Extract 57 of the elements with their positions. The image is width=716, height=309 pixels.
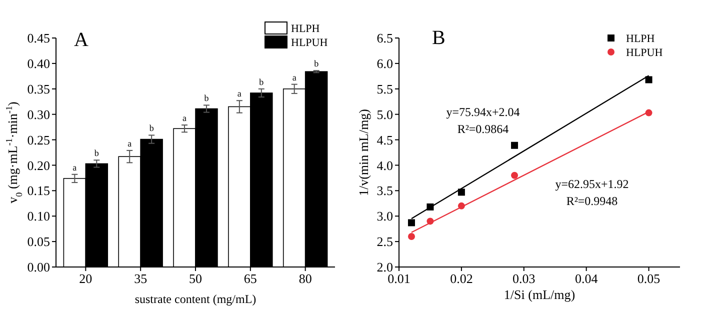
y-tick-label: 5.5 [376, 81, 393, 96]
annotation: a [128, 138, 132, 148]
y-tick-label: 0.05 [27, 234, 50, 250]
annotation: b [314, 58, 320, 69]
y-tick-label: 4.5 [376, 132, 393, 148]
legend-label: HLPH [291, 22, 320, 35]
x-tick-label: 50 [189, 271, 202, 286]
x-axis-title: sustrate content (mg/mL) [134, 292, 256, 306]
annotation: y=62.95x+1.92 [555, 177, 629, 191]
y-tick-label: 3.0 [376, 208, 393, 224]
legend-label: HLPUH [291, 36, 328, 49]
y-tick-label: 0.20 [27, 158, 50, 173]
annotation: a [292, 72, 296, 82]
chart-title: B [432, 27, 446, 49]
annotation: R²=0.9864 [457, 122, 509, 136]
y-tick-label: 5.0 [376, 106, 393, 122]
y-tick-label: 0.40 [27, 56, 50, 71]
point [458, 188, 465, 196]
x-tick-label: 20 [79, 271, 92, 286]
chart-title: A [74, 29, 89, 51]
y-tick-label: 6.5 [376, 30, 393, 46]
annotation: b [204, 93, 210, 104]
x-tick-label: 0.03 [512, 271, 536, 286]
annotation: b [259, 76, 264, 87]
y-tick-label: 0.45 [27, 30, 50, 46]
point [511, 172, 518, 179]
point [645, 76, 652, 84]
x-tick-label: 80 [298, 271, 312, 286]
y-axis-title: 1/v(min mL/mg) [356, 108, 371, 196]
x-tick-label: 0.02 [450, 271, 473, 286]
point [511, 142, 518, 149]
annotation: y=75.94x+2.04 [446, 105, 520, 119]
y-tick-label: 3.5 [376, 183, 393, 198]
y-tick-label: 6.0 [376, 56, 393, 71]
annotation: a [182, 113, 187, 124]
y-tick-label: 0.00 [27, 260, 50, 275]
x-tick-label: 0.04 [574, 271, 598, 286]
y-tick-label: 0.30 [27, 106, 50, 122]
legend-label: HLPH [626, 32, 655, 45]
y-tick-label: 0.15 [27, 183, 50, 198]
annotation: a [237, 88, 242, 99]
annotation: R²=0.9948 [566, 194, 618, 208]
annotation: a [72, 162, 77, 172]
annotation: b [94, 148, 100, 158]
point [408, 219, 415, 226]
x-axis-title: 1/Si (mL/mg) [504, 287, 576, 302]
y-tick-label: 4.0 [376, 158, 393, 173]
point [408, 232, 415, 240]
y-tick-label: 0.25 [27, 132, 50, 148]
x-tick-label: 35 [134, 271, 148, 286]
x-tick-label: 0.05 [637, 271, 660, 286]
y-tick-label: 2.5 [376, 234, 393, 250]
y-tick-label: 0.10 [27, 208, 50, 224]
y-tick-label: 0.35 [27, 81, 50, 96]
x-tick-label: 65 [244, 271, 257, 286]
legend-label: HLPUH [626, 46, 663, 59]
annotation: b [149, 123, 154, 134]
